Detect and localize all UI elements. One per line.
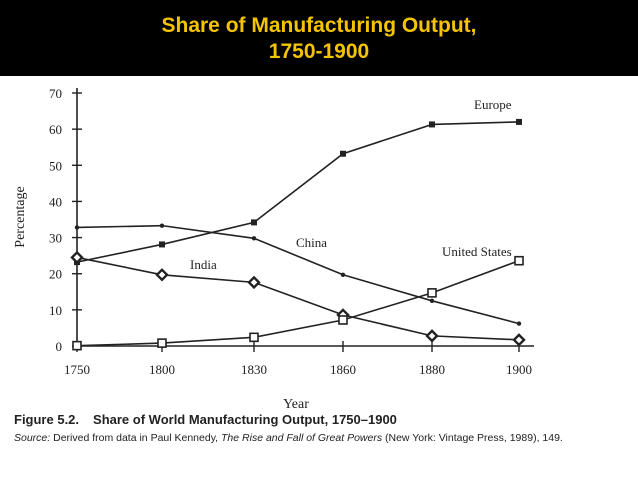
europe-point	[251, 219, 257, 226]
china-label: China	[296, 235, 327, 250]
china-line	[76, 224, 520, 325]
india-point	[155, 268, 169, 282]
india-label: India	[190, 257, 217, 272]
china-point	[516, 321, 522, 326]
y-tick-label: 40	[49, 194, 62, 209]
source-book: The Rise and Fall of Great Powers	[221, 432, 383, 444]
united-states-line	[76, 259, 520, 347]
y-tick-label: 50	[49, 158, 62, 173]
x-tick-label: 1830	[241, 362, 267, 377]
china-point	[74, 225, 80, 230]
y-tick-label: 70	[49, 86, 62, 101]
y-axis-title: Percentage	[13, 186, 28, 247]
united-states-point	[427, 288, 437, 298]
china-point	[429, 298, 435, 304]
europe-point	[159, 241, 165, 248]
title-band: Share of Manufacturing Output, 1750-1900	[0, 0, 638, 76]
figure-caption: Figure 5.2. Share of World Manufacturing …	[14, 412, 397, 427]
europe-label: Europe	[474, 97, 512, 112]
united-states-point	[514, 255, 524, 266]
x-tick-label: 1880	[419, 362, 445, 377]
united-states-point	[72, 340, 82, 351]
y-tick-label: 20	[49, 267, 62, 282]
source-note: Source: Derived from data in Paul Kenned…	[14, 432, 624, 445]
x-tick-label: 1860	[330, 362, 356, 377]
europe-point	[516, 118, 522, 125]
europe-point	[429, 121, 435, 128]
y-tick-label: 60	[49, 122, 62, 137]
india-line	[76, 256, 520, 341]
figure-title: Share of World Manufacturing Output, 175…	[93, 412, 397, 427]
india-point	[425, 329, 439, 343]
figure-label: Figure 5.2.	[14, 412, 80, 427]
china-point	[251, 236, 257, 241]
x-tick-label: 1750	[64, 362, 90, 377]
united-states-point	[338, 315, 348, 325]
series-lines	[76, 121, 520, 347]
y-tick-label: 30	[49, 231, 62, 246]
china-point	[159, 223, 165, 228]
china-point	[340, 272, 346, 277]
united-states-point	[249, 332, 259, 343]
europe-point	[340, 150, 346, 157]
source-text-pre: Derived from data in Paul Kennedy,	[53, 432, 219, 444]
x-tick-label: 1900	[506, 362, 532, 377]
united-states-point	[157, 338, 167, 348]
y-tick-label: 0	[56, 339, 63, 354]
source-text-post: (New York: Vintage Press, 1989), 149.	[385, 432, 563, 444]
europe-line	[76, 121, 520, 263]
india-point	[70, 250, 84, 265]
x-tick-label: 1800	[149, 362, 175, 377]
series-markers	[70, 118, 526, 351]
x-axis-title: Year	[283, 397, 309, 410]
india-point	[247, 275, 261, 290]
india-point	[512, 333, 526, 347]
chart-axes	[72, 88, 534, 352]
slide-title-line-2: 1750-1900	[268, 40, 370, 63]
united-states-label: United States	[442, 244, 512, 259]
manufacturing-output-chart: 0 10 20 30 40 50 60 70 1750 1800 1830 1860 1880 1900 Y…	[13, 86, 534, 410]
slide-title-line-1: Share of Manufacturing Output,	[161, 14, 477, 37]
source-label: Source:	[14, 432, 51, 444]
chart-text: 0 10 20 30 40 50 60 70 1750 1800 1830 1860 1880 1900 Y…	[13, 86, 532, 410]
y-tick-label: 10	[49, 303, 62, 318]
